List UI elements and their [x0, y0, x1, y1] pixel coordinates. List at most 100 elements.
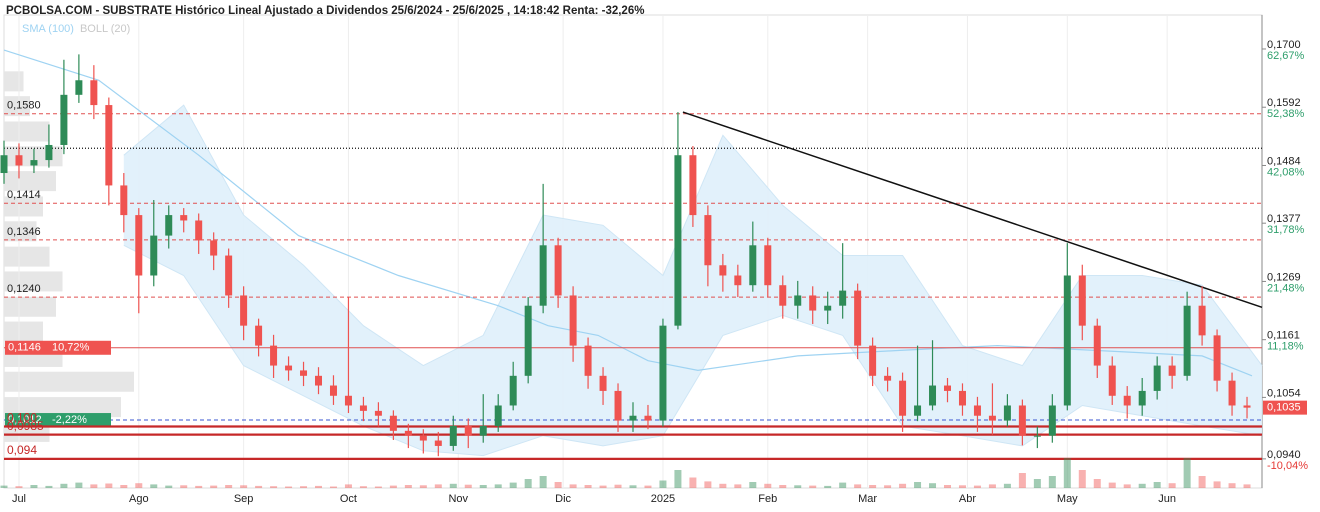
x-tick-label: Oct	[340, 493, 357, 505]
volume-bar	[494, 484, 502, 488]
volume-bar	[629, 485, 637, 488]
candle-body	[225, 255, 233, 296]
level-label: 0,094	[7, 443, 37, 457]
volume-bar	[240, 485, 248, 488]
y-tick-change: 42,08%	[1267, 166, 1305, 178]
candle-body	[1213, 335, 1221, 381]
volume-bar	[344, 484, 352, 488]
y-tick-label: 0,1269	[1267, 271, 1301, 283]
legend-entry: BOLL (20)	[80, 23, 130, 35]
volume-bar	[1228, 483, 1236, 488]
volume-bar	[1198, 476, 1206, 488]
volume-bar	[1123, 484, 1131, 488]
volume-bar	[944, 485, 951, 488]
volume-bar	[1018, 473, 1026, 488]
volume-bar	[1033, 479, 1041, 488]
candle-body	[1078, 275, 1086, 326]
volume-bar	[779, 485, 787, 488]
candle-body	[1093, 325, 1101, 366]
candle-body	[899, 380, 907, 416]
volume-bar	[45, 485, 53, 488]
candle-body	[464, 425, 472, 436]
volume-bar	[884, 485, 892, 488]
candle-body	[824, 305, 832, 311]
volume-bar	[659, 480, 667, 488]
candle-body	[779, 285, 787, 306]
volume-bar	[1243, 484, 1251, 488]
candle-body	[389, 415, 397, 431]
legend-entry: SMA (100)	[22, 23, 74, 35]
candle-body	[554, 245, 562, 296]
last-price-box	[1263, 400, 1307, 415]
candle-body	[434, 440, 442, 446]
volume-bar	[150, 484, 158, 488]
level-change: 10,72%	[52, 342, 90, 354]
candle-body	[255, 325, 263, 346]
candle-body	[120, 185, 128, 216]
candle-body	[1138, 390, 1146, 406]
volume-bar	[195, 485, 203, 488]
volume-bar	[225, 485, 233, 488]
volume-bar	[449, 483, 457, 488]
candle-body	[869, 345, 877, 376]
trend-line	[682, 111, 1263, 309]
profile-bar	[4, 171, 56, 192]
y-tick-label: 0,1700	[1267, 39, 1301, 51]
volume-bar	[210, 485, 218, 488]
candle-body	[689, 155, 697, 216]
volume-bar	[734, 484, 742, 488]
x-tick-label: 2025	[651, 493, 675, 505]
volume-bar	[988, 484, 996, 488]
volume-bar	[644, 485, 652, 488]
profile-bar	[4, 96, 30, 117]
candle-body	[494, 405, 502, 426]
candle-body	[659, 325, 667, 421]
volume-bar	[704, 481, 712, 488]
y-tick-change: 11,18%	[1267, 341, 1304, 353]
volume-bar	[1153, 482, 1161, 488]
candle-body	[524, 305, 532, 376]
volume-bar	[374, 486, 382, 488]
candle-body	[1168, 365, 1176, 376]
volume-bar	[60, 483, 68, 488]
y-tick-label: 0,1054	[1267, 387, 1301, 399]
volume-bar	[165, 485, 173, 488]
volume-bar	[75, 482, 83, 488]
volume-bar	[1093, 479, 1101, 488]
volume-bar	[539, 476, 547, 488]
volume-bar	[958, 485, 966, 488]
volume-bar	[389, 485, 397, 488]
volume-bar	[854, 484, 862, 488]
volume-bar	[1003, 483, 1011, 488]
candle-body	[1108, 365, 1116, 396]
candle-body	[734, 275, 742, 286]
volume-bar	[105, 483, 113, 488]
volume-bar	[899, 483, 907, 488]
volume-bar	[434, 484, 442, 488]
level-label: 0,1240	[7, 283, 41, 295]
volume-bar	[569, 484, 577, 488]
volume-bar	[180, 485, 188, 488]
candle-body	[614, 390, 622, 421]
candle-body	[105, 105, 113, 186]
volume-bar	[285, 486, 293, 488]
candle-body	[315, 375, 322, 386]
y-tick-change: 62,67%	[1267, 50, 1305, 62]
volume-bar	[584, 485, 592, 488]
volume-bar	[614, 484, 622, 488]
y-tick-change: -10,04%	[1267, 460, 1308, 472]
volume-bar	[419, 485, 427, 488]
candle-body	[704, 215, 712, 266]
y-tick-change: 52,38%	[1267, 108, 1305, 120]
candle-body	[884, 375, 892, 381]
profile-bar	[4, 296, 56, 317]
volume-bar	[554, 482, 562, 488]
y-tick-change: 31,78%	[1267, 224, 1305, 236]
candle-body	[1153, 365, 1161, 391]
chart-title: PCBOLSA.COM - SUBSTRATE Histórico Lineal…	[6, 5, 644, 17]
volume-bar	[479, 485, 487, 488]
candle-body	[479, 425, 487, 436]
profile-bar	[4, 246, 50, 267]
volume-bar	[509, 482, 517, 488]
candle-body	[165, 215, 173, 236]
